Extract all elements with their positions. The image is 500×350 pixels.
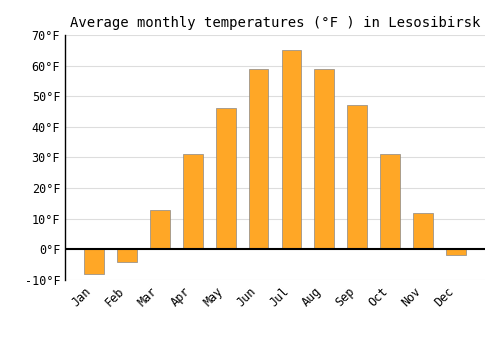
Title: Average monthly temperatures (°F ) in Lesosibirsk: Average monthly temperatures (°F ) in Le… [70,16,480,30]
Bar [314,69,334,249]
Bar [413,212,433,249]
Bar [446,249,466,256]
Bar [216,108,236,249]
Bar [348,105,367,249]
Bar [84,249,104,274]
Bar [150,210,170,249]
Bar [248,69,268,249]
Bar [282,50,302,249]
Bar [183,154,203,249]
Bar [117,249,137,261]
Bar [380,154,400,249]
